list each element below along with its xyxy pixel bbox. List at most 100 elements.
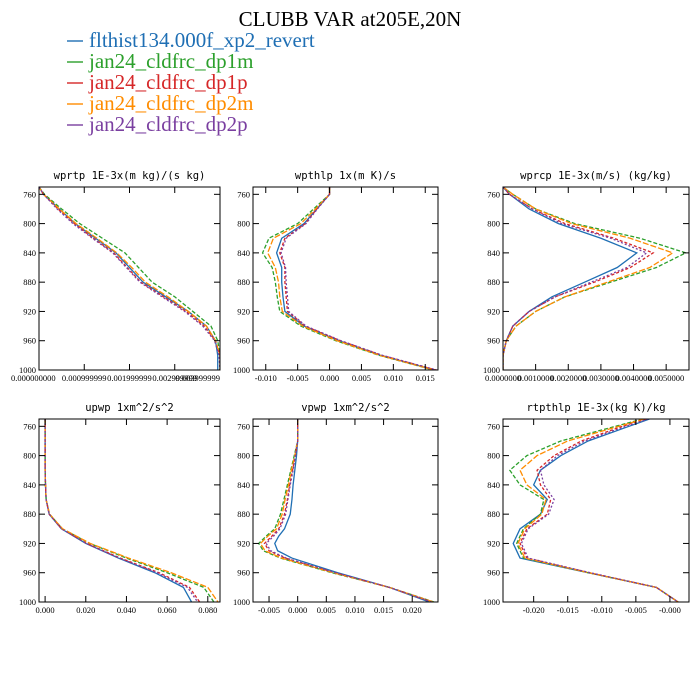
y-tick-label: 1000 [233,365,250,375]
y-tick-label: 920 [237,538,250,548]
series-line [39,187,220,370]
x-tick-label: 0.010 [345,605,364,615]
panel-3: wprcp 1E-3x(m/s) (kg/kg) 760 800 840 880 920 9… [483,170,690,383]
y-tick-label: 760 [23,189,36,199]
y-tick-label: 840 [487,248,500,258]
y-tick-label: 840 [23,480,36,490]
y-tick-label: 800 [487,219,500,229]
series-group [257,419,435,602]
y-tick-label: 920 [487,306,500,316]
series-group [503,187,688,370]
series-line [265,419,432,602]
y-tick-label: 760 [237,189,250,199]
y-tick-label: 920 [23,306,36,316]
series-line [520,419,679,602]
legend-label: jan24_cldfrc_dp2p [88,112,248,136]
x-tick-label: 0.010 [384,373,403,383]
y-tick-label: 960 [487,336,500,346]
y-tick-label: 960 [487,568,500,578]
y-tick-label: 1000 [19,597,36,607]
axes-frame [252,418,439,603]
panel-title: wprtp 1E-3x(m kg)/(s kg) [54,170,206,182]
x-tick-label: 0.000999999 [62,373,107,383]
x-tick-label: -0.005 [625,605,647,615]
legend-item: jan24_cldfrc_dp1m [67,49,253,73]
x-tick-label: 0.0000000 [485,373,521,383]
panel-6: rtpthlp 1E-3x(kg K)/kg 760 800 840 880 920 960… [483,402,690,615]
x-tick-label: 0.020 [403,605,422,615]
x-tick-label: 0.001999999 [107,373,152,383]
figure-title: CLUBB VAR at205E,20N [239,7,462,31]
y-tick-label: 880 [487,509,500,519]
y-tick-label: 1000 [233,597,250,607]
legend-label: flthist134.000f_xp2_revert [89,28,315,52]
panel-2: wpthlp 1x(m K)/s 760 800 840 880 920 960 1000 -0… [233,170,439,383]
axes-frame [502,186,690,371]
series-line [279,187,437,370]
panel-title: wprcp 1E-3x(m/s) (kg/kg) [520,170,672,182]
x-tick-label: -0.015 [557,605,579,615]
panel-title: rtpthlp 1E-3x(kg K)/kg [526,402,665,414]
y-tick-label: 960 [23,336,36,346]
series-line [503,187,655,370]
series-line [266,187,435,370]
series-line [280,187,437,370]
x-tick-label: 0.0030000 [583,373,619,383]
y-tick-label: 880 [23,509,36,519]
x-tick-label: 0.005 [352,373,371,383]
y-tick-label: 800 [23,219,36,229]
series-group [261,187,437,370]
panels: wprtp 1E-3x(m kg)/(s kg) 760 800 840 880 920 9… [11,170,690,615]
y-tick-label: 880 [23,277,36,287]
x-tick-label: 0.0010000 [518,373,554,383]
x-tick-label: 0.000 [320,373,339,383]
x-tick-label: 0.000 [288,605,307,615]
legend: flthist134.000f_xp2_revertjan24_cldfrc_d… [67,28,315,136]
x-tick-label: 0.0050000 [648,373,684,383]
axes-frame [502,418,690,603]
y-tick-label: 760 [23,421,36,431]
panel-1: wprtp 1E-3x(m kg)/(s kg) 760 800 840 880 920 9… [11,170,221,383]
series-group [44,419,219,602]
series-line [44,419,199,602]
y-tick-label: 920 [23,538,36,548]
x-tick-label: 0.0020000 [550,373,586,383]
legend-item: flthist134.000f_xp2_revert [67,28,315,52]
x-tick-label: 0.020 [76,605,95,615]
y-tick-label: 840 [237,248,250,258]
y-tick-label: 800 [237,219,250,229]
y-tick-label: 800 [23,451,36,461]
x-tick-label: 0.000000000 [11,373,56,383]
y-tick-label: 960 [23,568,36,578]
x-tick-label: 0.060 [158,605,177,615]
y-tick-label: 840 [23,248,36,258]
y-tick-label: 920 [487,538,500,548]
x-tick-label: 0.015 [374,605,393,615]
x-tick-label: -0.005 [287,373,309,383]
series-group [508,419,679,602]
legend-item: jan24_cldfrc_dp1p [67,70,248,94]
y-tick-label: 880 [237,509,250,519]
legend-label: jan24_cldfrc_dp1m [88,49,253,73]
y-tick-label: 760 [487,189,500,199]
y-tick-label: 800 [487,451,500,461]
y-tick-label: 800 [237,451,250,461]
panel-5: vpwp 1xm^2/s^2 760 800 840 880 920 960 1000 -0.0… [233,402,439,615]
panel-4: upwp 1xm^2/s^2 760 800 840 880 920 960 10000.00… [19,402,221,615]
x-tick-label: 0.0040000 [615,373,651,383]
x-tick-label: -0.010 [255,373,277,383]
y-tick-label: 840 [237,480,250,490]
legend-item: jan24_cldfrc_dp2p [67,112,248,136]
series-group [39,187,220,370]
x-tick-label: -0.000 [659,605,681,615]
legend-label: jan24_cldfrc_dp1p [88,70,248,94]
y-tick-label: 1000 [483,365,500,375]
y-tick-label: 880 [237,277,250,287]
x-tick-label: 0.040 [117,605,136,615]
y-tick-label: 1000 [483,597,500,607]
legend-label: jan24_cldfrc_dp2m [88,91,253,115]
panel-title: vpwp 1xm^2/s^2 [301,402,390,414]
axes-frame [38,418,221,603]
